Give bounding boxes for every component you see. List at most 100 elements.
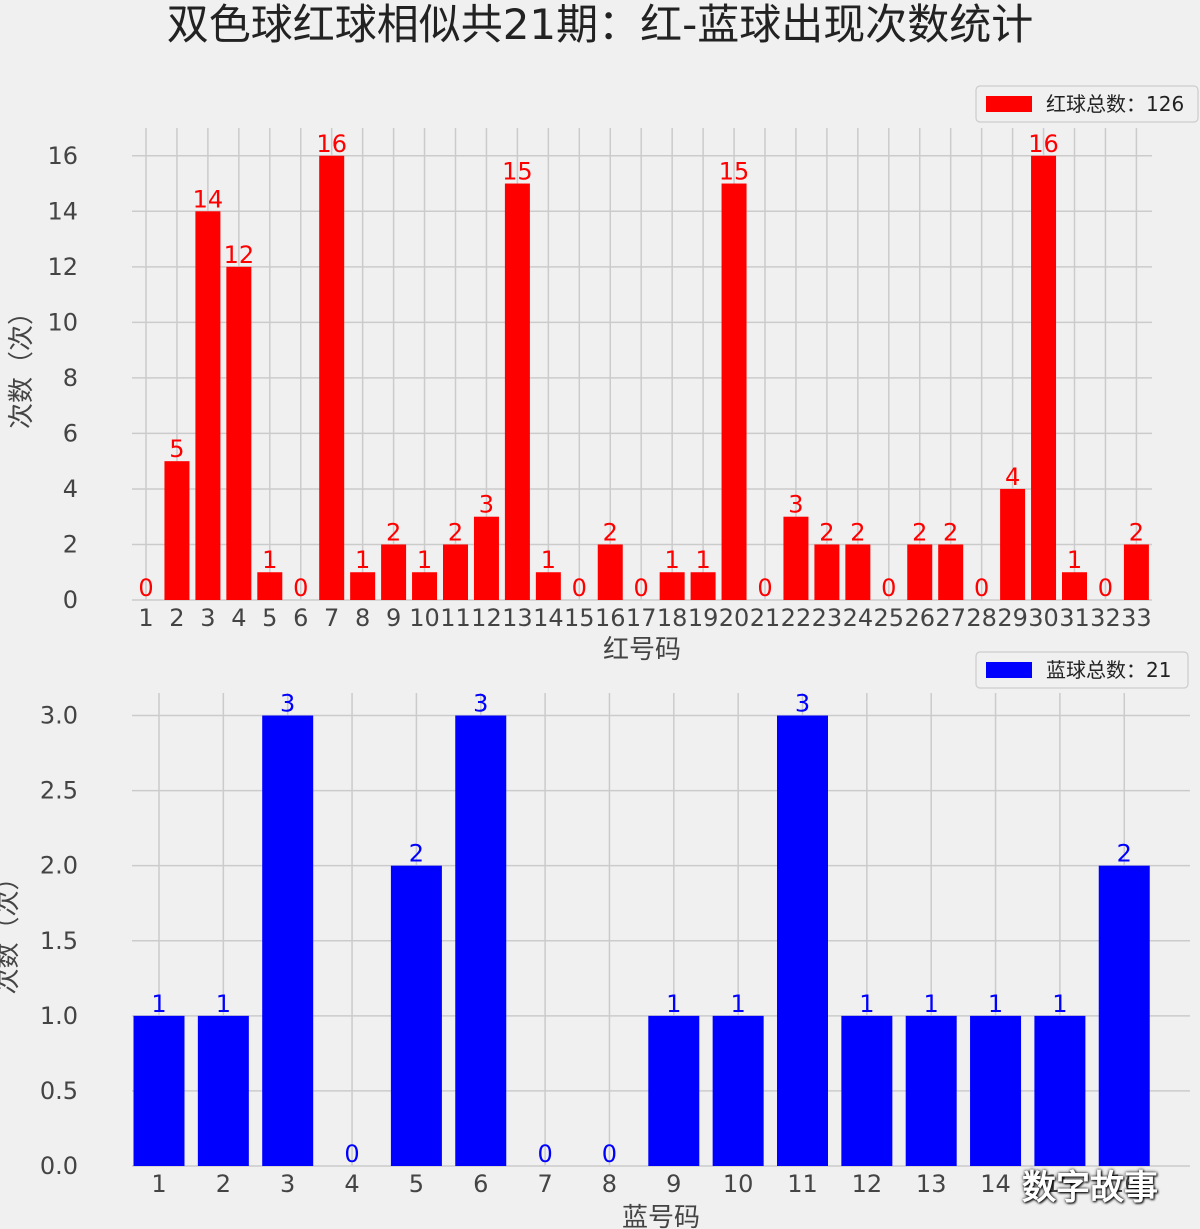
- red-bar-value-label: 16: [316, 130, 347, 158]
- blue-bar: [970, 1015, 1022, 1166]
- red-bar: [1031, 155, 1057, 600]
- red-x-tick-label: 22: [781, 604, 812, 632]
- red-x-axis-label: 红号码: [603, 635, 681, 665]
- red-bar: [1062, 572, 1087, 600]
- red-bar: [1123, 544, 1149, 600]
- red-bar: [412, 572, 438, 600]
- red-bar: [845, 544, 871, 600]
- red-x-tick-label: 9: [386, 604, 401, 632]
- red-y-tick-label: 2: [63, 530, 78, 558]
- blue-x-tick-label: 11: [787, 1170, 818, 1198]
- blue-bar: [905, 1015, 957, 1166]
- blue-x-tick-label: 4: [344, 1170, 359, 1198]
- red-x-tick-label: 23: [812, 604, 843, 632]
- red-y-tick-label: 8: [63, 364, 78, 392]
- red-y-tick-label: 14: [47, 197, 78, 225]
- watermark: 数字故事: [1022, 1168, 1158, 1208]
- red-x-tick-label: 15: [564, 604, 595, 632]
- red-bar: [473, 516, 499, 600]
- red-x-tick-label: 7: [324, 604, 339, 632]
- red-bar-value-label: 1: [541, 546, 556, 574]
- red-bar: [535, 572, 561, 600]
- red-bar-value-label: 12: [224, 241, 255, 269]
- red-x-tick-label: 13: [502, 604, 533, 632]
- red-x-tick-label: 20: [719, 604, 750, 632]
- red-x-tick-label: 21: [750, 604, 781, 632]
- red-x-tick-label: 29: [997, 604, 1028, 632]
- red-bar: [319, 155, 345, 600]
- blue-y-tick-label: 3.0: [40, 702, 78, 730]
- red-bar-value-label: 2: [386, 518, 401, 546]
- blue-x-tick-label: 10: [723, 1170, 754, 1198]
- blue-x-tick-label: 5: [409, 1170, 424, 1198]
- red-bar-value-label: 2: [819, 518, 834, 546]
- blue-x-tick-label: 1: [151, 1170, 166, 1198]
- red-y-tick-label: 12: [47, 253, 78, 281]
- red-bar: [381, 544, 407, 600]
- red-bar-value-label: 2: [448, 518, 463, 546]
- blue-legend-swatch: [986, 662, 1032, 678]
- blue-y-tick-label: 1.0: [40, 1002, 78, 1030]
- red-bar: [504, 183, 530, 600]
- red-bar: [690, 572, 716, 600]
- blue-x-tick-label: 3: [280, 1170, 295, 1198]
- red-bar-value-label: 1: [355, 546, 370, 574]
- red-bar-value-label: 2: [603, 518, 618, 546]
- blue-bar: [262, 715, 314, 1166]
- red-x-tick-label: 16: [595, 604, 626, 632]
- blue-bar: [712, 1015, 764, 1166]
- red-legend-box: [975, 85, 1199, 123]
- blue-x-tick-label: 2: [216, 1170, 231, 1198]
- blue-bar-value-label: 1: [859, 990, 874, 1018]
- red-x-tick-label: 24: [843, 604, 874, 632]
- red-legend-swatch: [986, 96, 1032, 112]
- red-bar-value-label: 15: [719, 158, 750, 186]
- red-bar: [164, 461, 190, 600]
- blue-bar: [648, 1015, 700, 1166]
- blue-x-tick-label: 16: [1109, 1170, 1140, 1198]
- blue-legend-label: 蓝球总数：21: [1046, 658, 1171, 682]
- blue-bar: [133, 1015, 185, 1166]
- red-x-tick-label: 26: [904, 604, 935, 632]
- blue-bar-value-label: 1: [924, 990, 939, 1018]
- red-bar-value-label: 0: [572, 574, 587, 602]
- blue-bar-value-label: 3: [473, 690, 488, 718]
- blue-bar-value-label: 1: [988, 990, 1003, 1018]
- red-bar: [597, 544, 623, 600]
- blue-bar-value-label: 1: [666, 990, 681, 1018]
- blue-bar: [1034, 1015, 1086, 1166]
- red-x-tick-label: 4: [231, 604, 246, 632]
- red-bar-value-label: 0: [634, 574, 649, 602]
- red-bar: [257, 572, 283, 600]
- blue-x-tick-label: 15: [1045, 1170, 1076, 1198]
- blue-x-tick-label: 14: [980, 1170, 1011, 1198]
- blue-bar: [455, 715, 507, 1166]
- blue-y-tick-label: 2.5: [40, 777, 78, 805]
- blue-y-tick-label: 2.0: [40, 852, 78, 880]
- blue-bar-value-label: 1: [731, 990, 746, 1018]
- red-bar-value-label: 0: [974, 574, 989, 602]
- blue-bar-value-label: 1: [151, 990, 166, 1018]
- red-bar: [938, 544, 964, 600]
- red-bar: [783, 516, 809, 600]
- red-bar-value-label: 2: [1129, 518, 1144, 546]
- blue-x-axis-label: 蓝号码: [622, 1203, 700, 1229]
- red-bar-value-label: 2: [912, 518, 927, 546]
- red-x-tick-label: 8: [355, 604, 370, 632]
- figure-title: 双色球红球相似共21期：红-蓝球出现次数统计: [166, 0, 1034, 49]
- red-x-tick-label: 14: [533, 604, 564, 632]
- red-x-tick-label: 6: [293, 604, 308, 632]
- red-y-tick-label: 16: [47, 142, 78, 170]
- red-bar-value-label: 1: [262, 546, 277, 574]
- red-bar: [907, 544, 933, 600]
- blue-bar-value-label: 2: [1117, 840, 1132, 868]
- blue-bar-value-label: 0: [602, 1140, 617, 1168]
- red-x-tick-label: 33: [1121, 604, 1152, 632]
- blue-bar: [390, 865, 442, 1166]
- red-bar-value-label: 16: [1028, 130, 1059, 158]
- red-x-tick-label: 30: [1028, 604, 1059, 632]
- red-bar: [195, 211, 221, 600]
- blue-x-tick-label: 9: [666, 1170, 681, 1198]
